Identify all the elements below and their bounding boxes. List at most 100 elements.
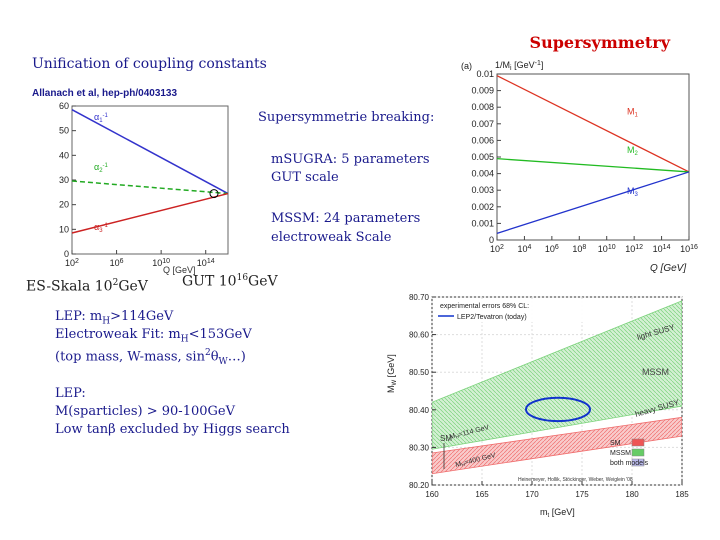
coupling-line-1 bbox=[71, 109, 229, 195]
coupling-x-tick-label: 1010 bbox=[152, 258, 170, 268]
mw-x-tick-label: 185 bbox=[675, 490, 689, 499]
mw-y-tick-label: 80.70 bbox=[409, 293, 430, 302]
mssm-line-2: electroweak Scale bbox=[271, 230, 392, 245]
coupling-y-tick-label: 0 bbox=[64, 249, 69, 259]
lep-higgs-limit: LEP: mH>114GeV bbox=[55, 309, 174, 327]
coupling-x-tick-label: 1014 bbox=[197, 258, 215, 268]
mw-x-tick-label: 165 bbox=[475, 490, 489, 499]
mw-x-tick-label: 170 bbox=[525, 490, 539, 499]
gaugino-line-1 bbox=[496, 75, 690, 173]
lep-heading-2: LEP: bbox=[55, 386, 86, 401]
gaugino-y-tick-label: 0.002 bbox=[471, 202, 494, 212]
mw-legend-label: MSSM bbox=[610, 450, 631, 457]
mw-x-tick-label: 160 bbox=[425, 490, 439, 499]
mw-x-tick-label: 180 bbox=[625, 490, 639, 499]
mssm-line-1: MSSM: 24 parameters bbox=[271, 211, 421, 226]
label-mssm: MSSM bbox=[642, 367, 669, 377]
mw-y-axis-label: MW [GeV] bbox=[386, 354, 398, 393]
gaugino-y-tick-label: 0 bbox=[489, 235, 494, 245]
mw-bands bbox=[432, 300, 682, 475]
ew-fit-limit: Electroweak Fit: mH<153GeV bbox=[55, 327, 252, 345]
gaugino-y-tick-label: 0.006 bbox=[471, 135, 494, 145]
gaugino-mass-chart: (a) 1/Mi [GeV-1] 0 0.001 0.002 0.003 0.004 0.… bbox=[461, 60, 698, 274]
mw-model-legend: SM MSSM both models bbox=[610, 438, 649, 467]
subtitle: Unification of coupling constants bbox=[32, 56, 267, 72]
coupling-line-2 bbox=[71, 180, 229, 195]
mw-legend-swatch bbox=[631, 448, 645, 457]
msugra-line-1: mSUGRA: 5 parameters bbox=[271, 152, 430, 167]
gaugino-y-ticks: 0 0.001 0.002 0.003 0.004 0.005 0.006 0.007 0.00… bbox=[471, 69, 501, 245]
gaugino-y-tick-label: 0.007 bbox=[471, 119, 494, 129]
gaugino-y-tick-label: 0.001 bbox=[471, 218, 494, 228]
mw-legend-line-2: LEP2/Tevatron (today) bbox=[457, 314, 527, 321]
page-title: Supersymmetry bbox=[529, 33, 670, 52]
msugra-line-2: GUT scale bbox=[271, 170, 339, 185]
gaugino-x-tick-label: 102 bbox=[490, 244, 504, 254]
breaking-heading: Supersymmetrie breaking: bbox=[258, 110, 435, 125]
gaugino-series-labels: M1 M2 M3 bbox=[627, 107, 639, 199]
coupling-y-tick-label: 50 bbox=[59, 126, 69, 136]
gaugino-y-tick-label: 0.005 bbox=[471, 152, 494, 162]
mw-x-axis-label: mt [GeV] bbox=[540, 507, 575, 519]
experimental-ellipse bbox=[525, 396, 591, 423]
reference: Allanach et al, hep-ph/0403133 bbox=[32, 88, 178, 99]
gaugino-x-ticks: 102 104 106 108 1010 1012 1014 1016 bbox=[490, 236, 698, 254]
gaugino-y-tick-label: 0.003 bbox=[471, 185, 494, 195]
mw-credit: Heinemeyer, Hollik, Stöckinger, Weber, W… bbox=[518, 477, 633, 483]
gaugino-series-label-2: M2 bbox=[627, 145, 639, 157]
mw-band-mssm bbox=[432, 300, 682, 450]
label-sm-band: SM bbox=[440, 434, 452, 443]
gaugino-x-tick-label: 1016 bbox=[680, 244, 698, 254]
mw-legend-label: both models bbox=[610, 460, 649, 467]
gaugino-y-tick-label: 0.009 bbox=[471, 86, 494, 96]
coupling-series-label-1: α1-1 bbox=[94, 112, 109, 124]
coupling-y-tick-label: 60 bbox=[59, 101, 69, 111]
gaugino-x-tick-label: 1010 bbox=[598, 244, 616, 254]
gaugino-x-tick-label: 1014 bbox=[653, 244, 671, 254]
gaugino-line-2 bbox=[496, 158, 690, 173]
gaugino-y-tick-label: 0.004 bbox=[471, 169, 494, 179]
gaugino-series-label-3: M3 bbox=[627, 186, 639, 198]
gaugino-x-tick-label: 104 bbox=[517, 244, 531, 254]
gaugino-line-3 bbox=[496, 171, 690, 234]
mw-y-tick-label: 80.30 bbox=[409, 443, 430, 452]
mw-mt-chart: 80.20 80.30 80.40 80.50 80.60 80.70 160 165 170… bbox=[386, 293, 689, 519]
coupling-y-tick-label: 40 bbox=[59, 150, 69, 160]
coupling-y-tick-label: 10 bbox=[59, 224, 69, 234]
coupling-x-tick-label: 106 bbox=[110, 258, 124, 268]
gaugino-x-axis-label: Q [GeV] bbox=[650, 263, 686, 274]
mw-y-tick-label: 80.60 bbox=[409, 331, 430, 340]
panel-label: (a) bbox=[461, 61, 472, 71]
mw-y-ticks: 80.20 80.30 80.40 80.50 80.60 80.70 bbox=[409, 293, 436, 490]
coupling-x-ticks: 102 106 1010 1014 bbox=[65, 250, 215, 268]
coupling-series-label-2: α2-1 bbox=[94, 162, 109, 174]
ew-fit-inputs: (top mass, W-mass, sin2θW…) bbox=[55, 348, 246, 367]
mw-legend-swatch bbox=[631, 438, 645, 447]
gaugino-lines bbox=[496, 75, 690, 234]
mw-y-tick-label: 80.20 bbox=[409, 481, 430, 490]
gaugino-x-tick-label: 108 bbox=[572, 244, 586, 254]
mw-y-tick-label: 80.40 bbox=[409, 406, 430, 415]
tanbeta-limit: Low tanβ excluded by Higgs search bbox=[55, 422, 290, 437]
gaugino-y-axis-label: 1/Mi [GeV-1] bbox=[495, 60, 543, 72]
coupling-chart: 0 10 20 30 40 50 60 102 106 1010 1014 α1-1 α2-1 α3-… bbox=[59, 101, 229, 275]
mw-x-tick-label: 175 bbox=[575, 490, 589, 499]
coupling-lines bbox=[71, 109, 229, 234]
gut-scale-label: GUT 1016GeV bbox=[182, 273, 278, 290]
coupling-line-3 bbox=[71, 192, 229, 234]
coupling-x-axis-label: Q [GeV] bbox=[163, 265, 196, 275]
coupling-series-label-3: α3-1 bbox=[94, 222, 109, 234]
sparticle-limit: M(sparticles) > 90-100GeV bbox=[55, 404, 235, 419]
gaugino-x-tick-label: 106 bbox=[545, 244, 559, 254]
gaugino-x-tick-label: 1012 bbox=[625, 244, 643, 254]
gaugino-y-tick-label: 0.008 bbox=[471, 102, 494, 112]
coupling-series-labels: α1-1 α2-1 α3-1 bbox=[94, 112, 109, 234]
mw-legend-line-1: experimental errors 68% CL: bbox=[440, 303, 529, 310]
coupling-y-tick-label: 30 bbox=[59, 175, 69, 185]
coupling-x-tick-label: 102 bbox=[65, 258, 79, 268]
mw-y-tick-label: 80.50 bbox=[409, 368, 430, 377]
gut-point-marker bbox=[209, 189, 219, 199]
mw-top-legend-bg bbox=[435, 300, 585, 322]
gaugino-series-label-1: M1 bbox=[627, 107, 639, 119]
coupling-y-tick-label: 20 bbox=[59, 200, 69, 210]
